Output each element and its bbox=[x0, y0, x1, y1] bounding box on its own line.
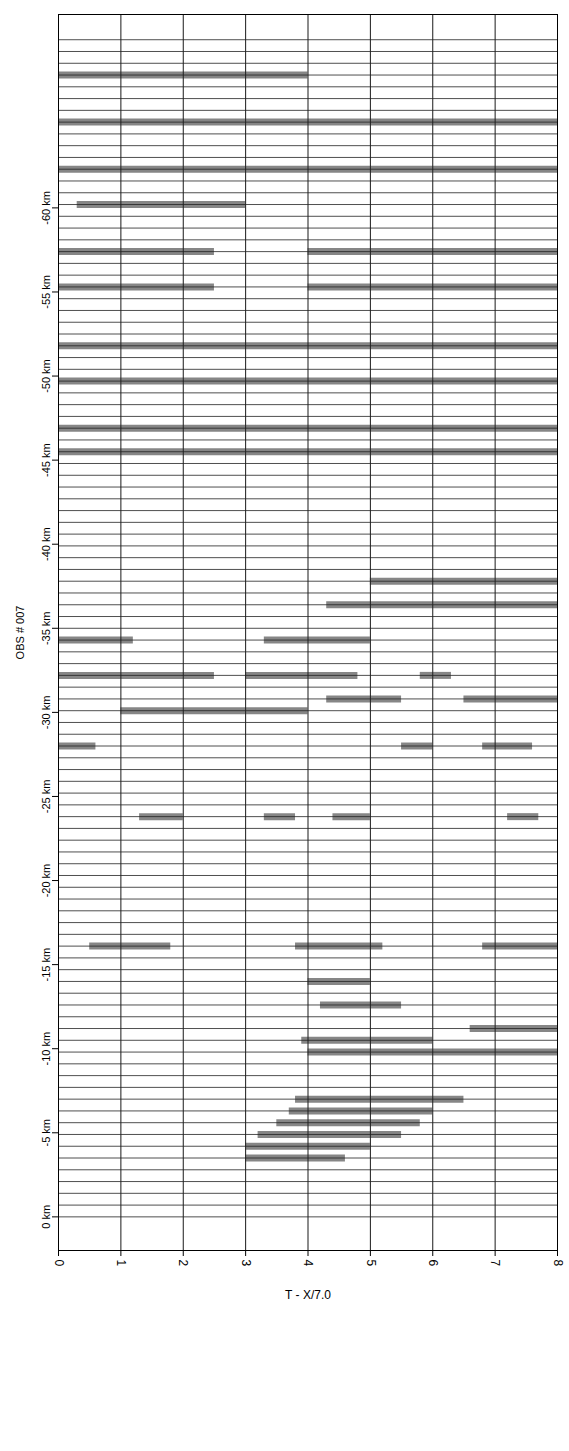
svg-text:-45 km: -45 km bbox=[40, 443, 52, 477]
svg-text:2: 2 bbox=[176, 1260, 190, 1267]
svg-text:-55 km: -55 km bbox=[40, 275, 52, 309]
svg-text:-25 km: -25 km bbox=[40, 780, 52, 814]
svg-text:8: 8 bbox=[551, 1260, 565, 1267]
svg-text:-60 km: -60 km bbox=[40, 191, 52, 225]
svg-text:-30 km: -30 km bbox=[40, 696, 52, 730]
svg-text:1: 1 bbox=[114, 1260, 128, 1267]
svg-text:-50 km: -50 km bbox=[40, 359, 52, 393]
svg-text:OBS # 007: OBS # 007 bbox=[14, 606, 26, 660]
svg-text:-35 km: -35 km bbox=[40, 611, 52, 645]
svg-text:-15 km: -15 km bbox=[40, 948, 52, 982]
svg-text:0: 0 bbox=[52, 1260, 66, 1267]
svg-text:4: 4 bbox=[301, 1260, 315, 1267]
svg-text:7: 7 bbox=[488, 1260, 502, 1267]
svg-text:0 km: 0 km bbox=[40, 1205, 52, 1229]
svg-text:5: 5 bbox=[364, 1260, 378, 1267]
svg-text:-5 km: -5 km bbox=[40, 1119, 52, 1147]
svg-text:-10 km: -10 km bbox=[40, 1032, 52, 1066]
svg-text:6: 6 bbox=[426, 1260, 440, 1267]
svg-text:3: 3 bbox=[239, 1260, 253, 1267]
svg-text:-40 km: -40 km bbox=[40, 527, 52, 561]
svg-text:-20 km: -20 km bbox=[40, 864, 52, 898]
svg-text:T - X/7.0: T - X/7.0 bbox=[285, 1288, 331, 1302]
